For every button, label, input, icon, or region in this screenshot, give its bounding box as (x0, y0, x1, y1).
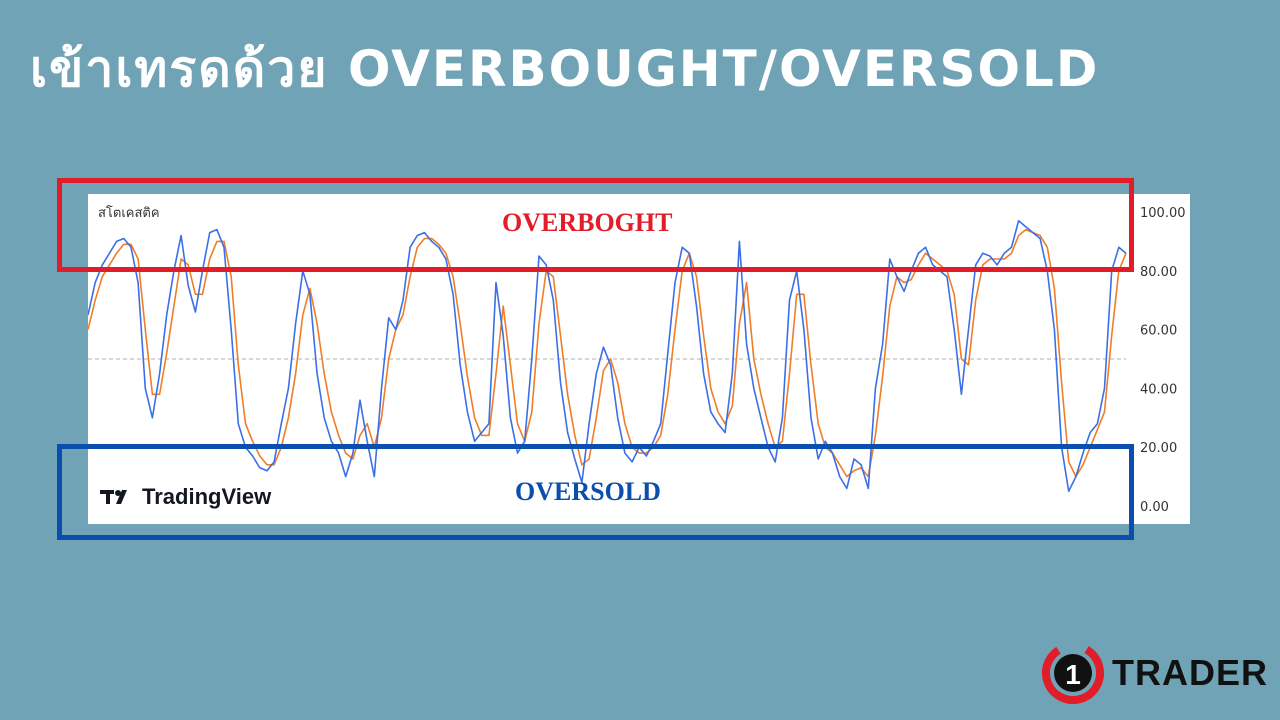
tradingview-wordmark: TradingView (142, 484, 272, 509)
oversold-zone-box (57, 444, 1134, 540)
brand-ring-icon: 1 (1042, 641, 1104, 704)
brand-name: TRADER (1112, 652, 1268, 693)
overbought-label: OVERBOGHT (502, 208, 673, 237)
page-title: เข้าเทรดด้วย OVERBOUGHT/OVERSOLD (30, 40, 1100, 98)
series-line-d (88, 228, 1127, 478)
y-tick-label: 100.00 (1140, 206, 1186, 221)
brand-number: 1 (1065, 659, 1081, 690)
series-line-k (88, 219, 1127, 493)
oversold-label: OVERSOLD (515, 477, 661, 506)
indicator-name: สโตเคสติค (98, 206, 160, 221)
y-tick-label: 20.00 (1140, 441, 1177, 456)
stochastic-chart-panel: 100.00 80.00 60.00 40.00 20.00 0.00 สโตเคสติค… (88, 194, 1190, 524)
y-tick-label: 60.00 (1140, 324, 1177, 339)
overbought-zone-box (57, 178, 1134, 272)
y-tick-label: 0.00 (1140, 500, 1169, 515)
stochastic-chart: 100.00 80.00 60.00 40.00 20.00 0.00 (88, 206, 1186, 515)
tradingview-icon (100, 490, 127, 504)
y-tick-label: 40.00 (1140, 382, 1177, 397)
brand-logo: 1 TRADER (1040, 640, 1268, 706)
tradingview-logo: TradingView (100, 484, 271, 510)
y-tick-label: 80.00 (1140, 265, 1177, 280)
